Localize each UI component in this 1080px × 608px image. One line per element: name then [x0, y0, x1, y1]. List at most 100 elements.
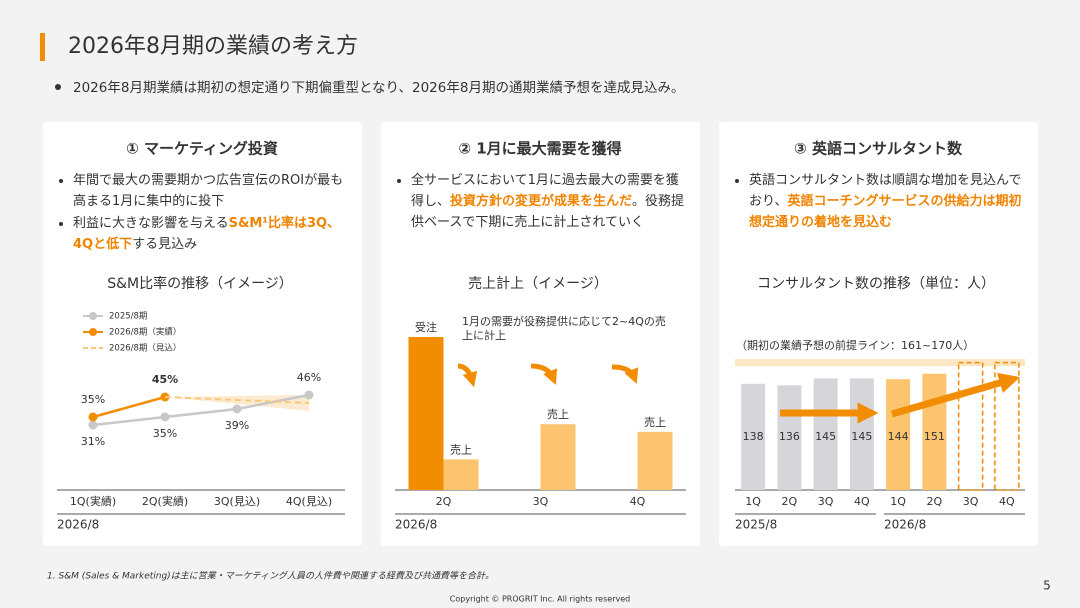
data-label: 138	[743, 430, 764, 443]
x-tick-label: 3Q	[963, 495, 979, 508]
x-tick-label: 1Q	[890, 495, 906, 508]
bar-label: 売上	[644, 416, 666, 429]
panel	[43, 122, 362, 546]
bullet-text: 。役務提供ベースで下期に売上に計上されていく	[411, 194, 685, 230]
bar	[637, 431, 673, 490]
bar	[849, 378, 874, 490]
bullet-text: 利益に大きな影響を与える	[73, 216, 229, 231]
series-line	[164, 396, 310, 404]
bullet: 全サービスにおいて1月に過去最大の需要を獲得し、投資方針の変更が成果を生んだ。役…	[411, 170, 687, 233]
x-tick-label: 1Q(実績)	[70, 494, 116, 508]
bullet-list: 年間で最大の需要期かつ広告宣伝のROIが最も高まる1月に集中的に投下利益に大きな…	[57, 170, 353, 255]
point	[304, 390, 314, 400]
target-band	[735, 359, 1025, 367]
x-tick-label: 4Q	[630, 495, 646, 508]
bar	[922, 373, 947, 490]
data-label: 45%	[152, 373, 178, 386]
panel-bullets: 英語コンサルタント数は順調な増加を見込んでおり、英語コーチングサービスの供給力は…	[733, 170, 1025, 234]
bar	[813, 378, 838, 490]
bullet-text: 投資方針の変更が成果を生んだ	[450, 194, 633, 209]
copyright: Copyright © PROGRIT Inc. All rights rese…	[450, 595, 630, 604]
x-tick-label: 3Q	[533, 495, 549, 508]
point	[160, 412, 170, 422]
bullet-dot	[55, 84, 61, 90]
bar-label: 受注	[415, 320, 437, 334]
bullet-list: 英語コンサルタント数は順調な増加を見込んでおり、英語コーチングサービスの供給力は…	[733, 170, 1025, 233]
bullet-text: する見込み	[132, 237, 198, 252]
legend-marker	[89, 312, 97, 320]
group-label: 2026/8	[395, 518, 437, 532]
data-label: 31%	[81, 435, 105, 448]
bullet: 英語コンサルタント数は順調な増加を見込んでおり、英語コーチングサービスの供給力は…	[749, 170, 1025, 233]
panel-bullets: 年間で最大の需要期かつ広告宣伝のROIが最も高まる1月に集中的に投下利益に大きな…	[57, 170, 353, 256]
bar	[741, 383, 766, 490]
bar-label: 売上	[547, 408, 569, 421]
annotation: 1月の需要が役務提供に応じて2~4Qの売上に計上	[462, 314, 666, 342]
title-accent	[40, 33, 45, 61]
panel-title: ② 1月に最大需要を獲得	[458, 140, 621, 158]
point	[88, 412, 98, 422]
projected-box	[957, 361, 984, 491]
point	[232, 404, 242, 414]
data-label: 145	[851, 430, 872, 443]
bullet-text: 年間で最大の需要期かつ広告宣伝のROIが最も高まる1月に集中的に投下	[73, 173, 344, 209]
chart-title: コンサルタント数の推移（単位：人）	[757, 276, 995, 292]
forecast-band	[165, 395, 309, 411]
chart-title: 売上計上（イメージ）	[468, 276, 608, 292]
bar	[777, 385, 802, 490]
bar	[540, 424, 576, 490]
data-label: 35%	[153, 427, 177, 440]
footnote: 1. S&M (Sales & Marketing)は主に営業・マーケティング人…	[47, 571, 494, 582]
group-label: 2026/8	[884, 518, 926, 532]
bar	[408, 337, 444, 490]
bullet-text: 英語コンサルタント数は順調な増加を見込んでおり、	[749, 173, 1022, 209]
bullet-text: S&M¹比率は3Q、4Qと低下	[73, 216, 341, 252]
data-label: 35%	[81, 393, 105, 406]
bullet: 年間で最大の需要期かつ広告宣伝のROIが最も高まる1月に集中的に投下	[73, 170, 353, 212]
x-tick-label: 4Q	[999, 495, 1015, 508]
panel-title: ① マーケティング投資	[126, 140, 278, 158]
legend-marker	[89, 328, 97, 336]
data-label: 144	[888, 430, 909, 443]
panel	[381, 122, 700, 546]
bullet-text: 英語コーチングサービスの供給力は期初想定通りの着地を見込む	[749, 194, 1022, 230]
x-tick-label: 2Q(実績)	[142, 494, 188, 508]
x-tick-label: 4Q(見込)	[286, 495, 332, 508]
series-line	[92, 395, 166, 419]
band-label: （期初の業績予想の前提ライン：161~170人）	[736, 338, 974, 352]
legend-label: 2025/8期	[109, 312, 147, 322]
data-label: 46%	[297, 371, 321, 384]
chart-title: S&M比率の推移（イメージ）	[107, 275, 293, 292]
data-label: 136	[779, 430, 800, 443]
bar	[443, 459, 479, 490]
legend-label: 2026/8期（実績）	[109, 327, 181, 338]
slide-title: 2026年8月期の業績の考え方	[68, 34, 358, 59]
bar-label: 売上	[450, 443, 472, 456]
panel-title: ③ 英語コンサルタント数	[794, 140, 963, 158]
x-tick-label: 2Q	[436, 495, 452, 508]
bullet: 利益に大きな影響を与えるS&M¹比率は3Q、4Qと低下する見込み	[73, 213, 353, 255]
legend-label: 2026/8期（見込）	[109, 343, 181, 354]
page-number: 5	[1043, 579, 1051, 593]
bar	[886, 379, 911, 490]
projected-box	[994, 361, 1020, 491]
lead-text: 2026年8月期業績は期初の想定通り下期偏重型となり、2026年8月期の通期業績…	[73, 79, 684, 96]
x-tick-label: 1Q	[745, 495, 761, 508]
data-label: 145	[815, 430, 836, 443]
point	[88, 420, 98, 430]
panel-bullets: 全サービスにおいて1月に過去最大の需要を獲得し、投資方針の変更が成果を生んだ。役…	[395, 170, 687, 234]
bullet-text: 全サービスにおいて1月に過去最大の需要を獲得し、	[411, 173, 679, 209]
data-label: 39%	[225, 419, 249, 432]
x-tick-label: 2Q	[927, 495, 943, 508]
x-tick-label: 4Q	[854, 495, 870, 508]
group-label: 2026/8	[57, 518, 99, 532]
x-tick-label: 3Q	[818, 495, 834, 508]
data-label: 151	[924, 430, 945, 443]
x-tick-label: 3Q(見込)	[214, 495, 260, 508]
flow-arrows	[457, 363, 1021, 424]
group-label: 2025/8	[735, 518, 777, 532]
series-line	[92, 393, 310, 427]
x-tick-label: 2Q	[782, 495, 798, 508]
